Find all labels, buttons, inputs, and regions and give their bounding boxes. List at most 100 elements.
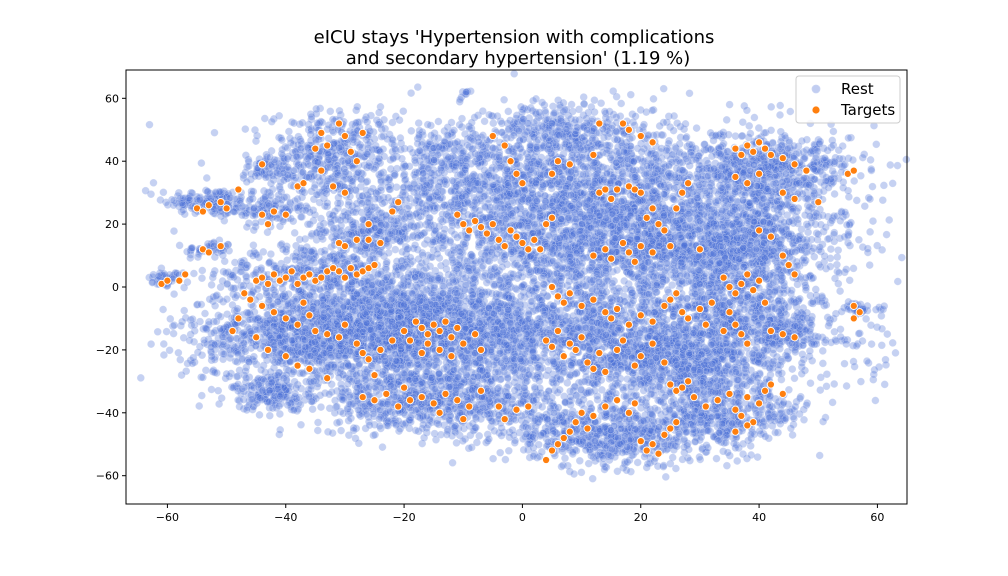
rest-point [331,165,339,174]
chart-title-line-2: and secondary hypertension' (1.19 %) [346,48,691,69]
rest-point [375,422,384,431]
rest-point [207,385,216,394]
rest-point [187,244,196,253]
rest-point [263,200,271,209]
rest-point [420,433,428,442]
rest-point [174,348,183,357]
rest-point [170,290,178,298]
rest-point [201,324,210,333]
rest-point [339,251,348,260]
rest-point [416,380,425,388]
rest-point [354,406,363,414]
rest-point [210,368,219,377]
rest-point [194,197,203,205]
rest-point [223,295,231,304]
rest-point [244,157,253,166]
rest-point [254,314,263,322]
rest-point [353,102,362,111]
rest-point [157,264,166,273]
rest-point [403,354,411,363]
rest-point [195,402,204,410]
rest-point [267,250,275,258]
rest-point [156,269,164,278]
rest-point [243,223,251,231]
rest-point [250,383,258,392]
rest-point [249,226,258,235]
rest-point [274,191,283,199]
rest-point [237,281,246,290]
rest-point [215,187,224,196]
rest-point [445,398,454,407]
rest-point [251,219,260,227]
rest-point [238,211,247,220]
rest-point [168,195,176,204]
rest-point [222,370,231,378]
rest-point [313,426,322,435]
rest-point [352,388,361,396]
rest-point [327,282,336,291]
rest-point [309,377,318,386]
rest-point [328,429,337,437]
rest-point [298,193,306,202]
rest-point [216,324,225,333]
rest-point [282,193,291,202]
rest-point [238,385,247,393]
rest-point [503,383,511,392]
rest-point [332,256,341,265]
rest-point [189,353,198,362]
rest-point [159,305,167,314]
rest-point [242,406,251,414]
rest-point [337,426,345,435]
rest-point [344,416,353,425]
rest-point [257,366,266,374]
rest-point [201,309,209,318]
rest-point [148,278,157,287]
rest-point [225,246,233,255]
rest-point [290,119,298,127]
rest-point [326,107,335,116]
rest-point [287,138,295,147]
rest-point [365,382,374,391]
rest-point [247,395,256,404]
rest-point [178,317,187,326]
rest-point [320,246,329,255]
rest-point [170,227,178,235]
rest-point [462,88,470,97]
rest-point [245,206,254,215]
rest-point [285,127,293,136]
rest-point [231,258,239,267]
rest-point [183,247,191,256]
rest-point [270,291,279,299]
rest-point [786,107,795,116]
rest-point [235,402,244,411]
rest-point [365,421,374,430]
rest-point [278,284,287,293]
rest-point [145,120,154,129]
rest-point [169,329,178,338]
rest-point [308,405,317,414]
rest-point [156,196,165,204]
rest-point [411,426,420,435]
rest-point [467,443,476,452]
rest-point [289,406,298,415]
rest-point [208,207,216,216]
rest-point [194,253,202,261]
rest-point [212,317,221,326]
rest-point [375,415,384,423]
rest-point [149,270,158,279]
rest-point [307,112,316,121]
rest-point [362,410,371,419]
rest-point [186,254,195,262]
rest-point [366,127,374,135]
rest-point [334,199,342,208]
rest-point [200,336,209,345]
rest-point [283,401,292,409]
rest-point [215,400,223,408]
rest-point [353,290,361,298]
rest-point [176,355,185,364]
rest-point [242,374,251,382]
rest-point [383,399,392,408]
rest-point [241,125,250,133]
rest-point [443,427,452,436]
rest-point [228,271,237,280]
